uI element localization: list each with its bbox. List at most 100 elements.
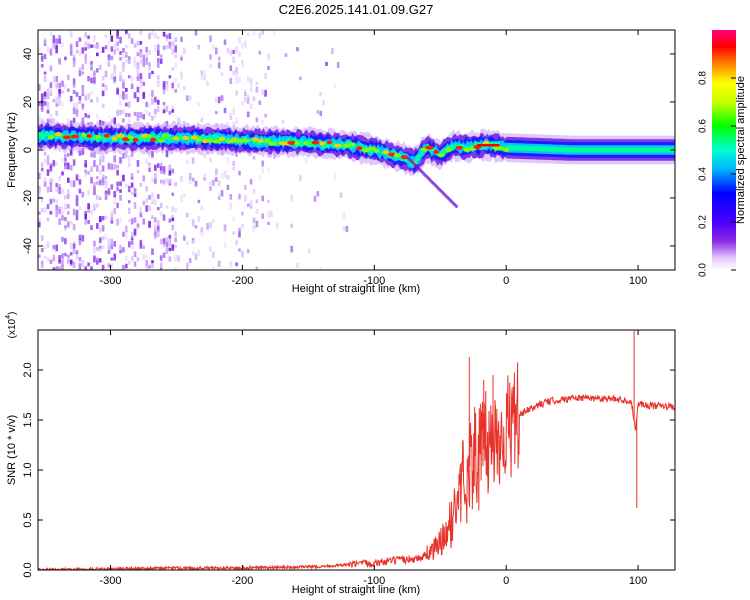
spectrogram-noise-cell bbox=[96, 165, 99, 172]
spectrogram-noise-cell bbox=[267, 210, 270, 218]
spectrogram-noise-cell bbox=[174, 37, 177, 43]
spectrogram-noise-cell bbox=[151, 97, 154, 105]
spectrogram-noise-cell bbox=[107, 54, 111, 61]
spectrogram-noise-cell bbox=[101, 236, 105, 241]
spectrogram-noise-cell bbox=[49, 176, 53, 183]
spectrogram-noise-cell bbox=[130, 240, 134, 245]
spectrogram-hot-cell bbox=[172, 136, 180, 141]
spectrogram-noise-cell bbox=[168, 244, 172, 250]
spectrogram-hot-cell bbox=[463, 147, 471, 152]
spectrogram-noise-cell bbox=[116, 109, 119, 117]
spectrogram-noise-cell bbox=[84, 95, 88, 101]
spectrogram-noise-cell bbox=[159, 211, 163, 217]
spectrogram-noise-cell bbox=[38, 46, 41, 51]
spectrogram-noise-cell bbox=[136, 73, 140, 80]
spectrogram-noise-cell bbox=[40, 261, 44, 269]
spectrogram-noise-cell bbox=[174, 54, 177, 58]
spectrogram-noise-cell bbox=[69, 252, 73, 256]
spectrogram-noise-cell bbox=[226, 184, 230, 190]
spectrogram-noise-cell bbox=[203, 177, 206, 181]
spectrogram-noise-cell bbox=[156, 57, 160, 63]
spectrogram-hot-cell bbox=[356, 146, 363, 151]
spectrogram-noise-cell bbox=[61, 157, 64, 164]
spectrogram-noise-cell bbox=[67, 204, 70, 209]
spectrogram-hot-cell bbox=[234, 138, 244, 143]
spectrogram-hot-cell bbox=[264, 138, 270, 143]
spectrogram-noise-cell bbox=[197, 216, 201, 223]
spectrogram-noise-cell bbox=[64, 83, 67, 90]
spectrogram-noise-cell bbox=[55, 204, 59, 211]
colorbar: 0.0 0.2 0.4 0.6 0.8 Normalized spectral ampl… bbox=[698, 30, 747, 277]
spectrogram-noise-cell bbox=[168, 241, 172, 246]
spectrogram-noise-cell bbox=[139, 78, 143, 84]
spectrogram-noise-cell bbox=[107, 188, 111, 194]
spectrogram-noise-cell bbox=[43, 96, 47, 100]
spectrogram-noise-cell bbox=[214, 168, 218, 176]
spectrogram-noise-cell bbox=[107, 239, 111, 247]
spectrogram-noise-cell bbox=[264, 113, 267, 118]
spectrogram-noise-cell bbox=[75, 199, 79, 207]
spectrogram-noise-cell bbox=[104, 180, 108, 184]
figure-title: C2E6.2025.141.01.09.G27 bbox=[279, 2, 434, 17]
spectrogram-noise-cell bbox=[133, 188, 137, 195]
spectrogram-noise-cell bbox=[46, 109, 50, 114]
spectrogram-noise-cell bbox=[110, 257, 114, 261]
spectrogram-noise-cell bbox=[261, 195, 265, 202]
spectrogram-noise-cell bbox=[61, 101, 64, 107]
spectrogram-noise-cell bbox=[78, 239, 82, 246]
spectrogram-noise-cell bbox=[38, 211, 41, 215]
spectrogram-hot-cell bbox=[93, 135, 102, 140]
spectrogram-noise-cell bbox=[125, 113, 128, 117]
spectrogram-noise-cell bbox=[55, 101, 59, 107]
spectrogram-noise-cell bbox=[191, 219, 195, 227]
spectrogram-noise-cell bbox=[93, 44, 96, 49]
spectrogram-noise-cell bbox=[96, 194, 99, 200]
y-tick-label: 1.5 bbox=[22, 412, 34, 427]
x-tick-label: -100 bbox=[363, 275, 385, 287]
spectrogram-noise-cell bbox=[165, 178, 169, 184]
spectrogram-hot-cell bbox=[503, 147, 510, 152]
spectrogram-noise-cell bbox=[148, 167, 151, 172]
spectrogram-noise-cell bbox=[125, 59, 128, 63]
spectrogram-noise-cell bbox=[220, 190, 224, 197]
spectrogram-noise-cell bbox=[46, 118, 50, 125]
spectrogram-noise-cell bbox=[145, 57, 148, 62]
spectrogram-noise-cell bbox=[58, 99, 61, 107]
spectrogram-noise-cell bbox=[151, 150, 154, 158]
spectrogram-noise-cell bbox=[46, 101, 50, 109]
y-tick-label: 20 bbox=[22, 96, 34, 108]
spectrogram-hot-cell bbox=[455, 145, 463, 150]
spectrogram-noise-cell bbox=[64, 227, 67, 232]
spectrogram-noise-cell bbox=[64, 153, 67, 159]
spectrogram-noise-cell bbox=[64, 165, 67, 170]
spectrogram-noise-cell bbox=[171, 48, 175, 55]
spectrogram-noise-cell bbox=[101, 225, 105, 232]
spectrogram-noise-cell bbox=[113, 76, 117, 83]
spectrogram-noise-cell bbox=[246, 76, 250, 82]
spectrogram-noise-cell bbox=[203, 173, 206, 180]
spectrogram-noise-cell bbox=[249, 179, 253, 185]
spectrogram-noise-cell bbox=[133, 261, 137, 267]
spectrogram-noise-cell bbox=[78, 263, 82, 270]
spectrogram-noise-cell bbox=[64, 195, 67, 200]
spectrogram-noise-cell bbox=[96, 52, 99, 57]
spectrogram-noise-cell bbox=[162, 169, 166, 175]
spectrogram-noise-cell bbox=[180, 36, 183, 42]
spectrogram-noise-cell bbox=[67, 152, 70, 157]
spectrogram-noise-cell bbox=[127, 101, 131, 108]
spectrogram-noise-cell bbox=[119, 36, 122, 44]
colorbar-tick-label: 0.4 bbox=[698, 167, 709, 181]
spectrogram-noise-cell bbox=[46, 156, 50, 161]
spectrogram-noise-cell bbox=[67, 194, 70, 200]
x-tick-label: 100 bbox=[629, 275, 647, 287]
spectrogram-noise-cell bbox=[267, 65, 270, 70]
spectrogram-noise-cell bbox=[49, 65, 53, 72]
spectrogram-noise-cell bbox=[200, 70, 204, 75]
spectrogram-noise-cell bbox=[165, 236, 169, 244]
spectrogram-noise-cell bbox=[133, 61, 137, 68]
spectrogram-noise-cell bbox=[98, 227, 102, 233]
spectrogram-noise-cell bbox=[87, 206, 90, 213]
spectrogram-noise-cell bbox=[113, 198, 117, 206]
spectrogram-noise-cell bbox=[93, 255, 96, 263]
spectrogram-noise-cell bbox=[101, 83, 105, 87]
